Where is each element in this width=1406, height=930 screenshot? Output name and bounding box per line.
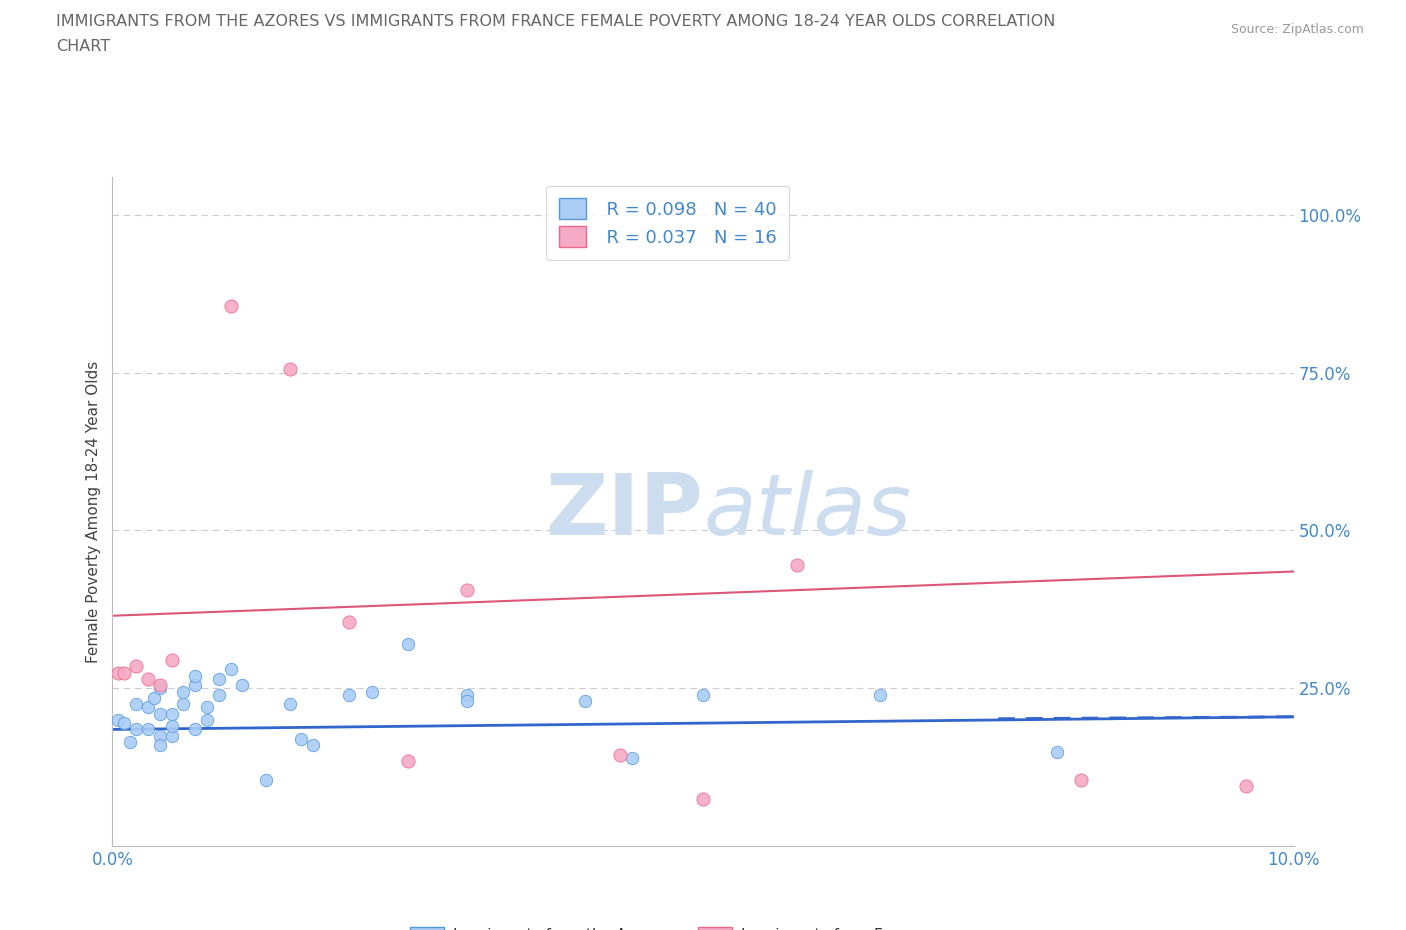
Point: [149, 678, 172, 693]
Point: [396, 753, 419, 768]
Point: [609, 748, 631, 763]
Point: [337, 687, 360, 702]
Point: [160, 728, 183, 743]
Point: [136, 671, 159, 686]
Point: [160, 653, 183, 668]
Point: [456, 687, 478, 702]
Point: [142, 690, 165, 705]
Point: [1046, 744, 1069, 759]
Point: [692, 687, 714, 702]
Point: [869, 687, 891, 702]
Point: [149, 737, 172, 752]
Point: [621, 751, 644, 765]
Point: [456, 583, 478, 598]
Point: [136, 722, 159, 737]
Point: [125, 722, 148, 737]
Point: [125, 658, 148, 673]
Point: [160, 719, 183, 734]
Point: [456, 694, 478, 709]
Point: [112, 716, 135, 731]
Point: [184, 722, 207, 737]
Y-axis label: Female Poverty Among 18-24 Year Olds: Female Poverty Among 18-24 Year Olds: [86, 361, 101, 663]
Point: [574, 694, 596, 709]
Point: [107, 712, 129, 727]
Point: [184, 678, 207, 693]
Point: [786, 558, 808, 573]
Point: [125, 697, 148, 711]
Point: [136, 700, 159, 715]
Text: CHART: CHART: [56, 39, 110, 54]
Point: [195, 712, 218, 727]
Point: [1234, 778, 1257, 793]
Point: [396, 637, 419, 652]
Point: [172, 684, 194, 699]
Point: [278, 697, 301, 711]
Point: [208, 671, 231, 686]
Point: [254, 773, 277, 788]
Point: [692, 791, 714, 806]
Point: [120, 735, 142, 750]
Point: [219, 662, 242, 677]
Point: [219, 299, 242, 313]
Point: [160, 706, 183, 721]
Point: [337, 615, 360, 630]
Point: [184, 669, 207, 684]
Legend: Immigrants from the Azores, Immigrants from France: Immigrants from the Azores, Immigrants f…: [405, 921, 931, 930]
Point: [231, 678, 253, 693]
Point: [208, 687, 231, 702]
Point: [107, 665, 129, 680]
Point: [1070, 773, 1092, 788]
Point: [195, 700, 218, 715]
Text: IMMIGRANTS FROM THE AZORES VS IMMIGRANTS FROM FRANCE FEMALE POVERTY AMONG 18-24 : IMMIGRANTS FROM THE AZORES VS IMMIGRANTS…: [56, 14, 1056, 29]
Point: [290, 732, 312, 747]
Text: ZIP: ZIP: [546, 470, 703, 553]
Point: [149, 681, 172, 696]
Point: [278, 362, 301, 377]
Text: Source: ZipAtlas.com: Source: ZipAtlas.com: [1230, 23, 1364, 36]
Point: [172, 697, 194, 711]
Point: [112, 665, 135, 680]
Text: atlas: atlas: [703, 470, 911, 553]
Point: [302, 737, 325, 752]
Point: [149, 728, 172, 743]
Point: [149, 706, 172, 721]
Point: [361, 684, 384, 699]
